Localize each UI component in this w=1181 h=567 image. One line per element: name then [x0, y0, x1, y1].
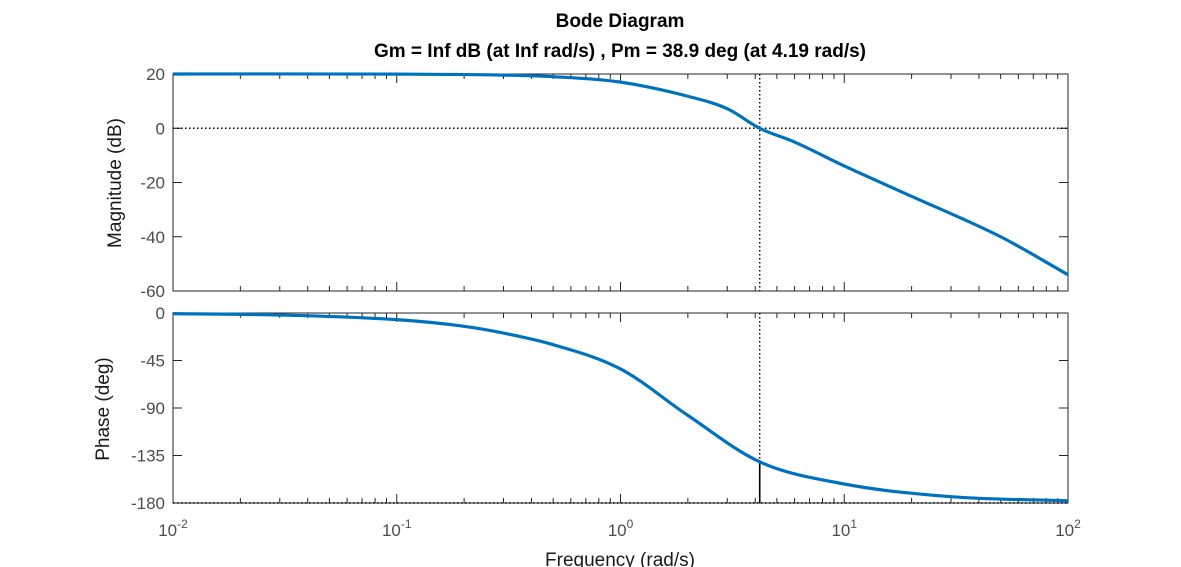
- magnitude-data-point: [911, 196, 912, 197]
- phase-data-point: [687, 415, 688, 416]
- phase-data-point: [553, 344, 554, 345]
- magnitude-panel: 20 0 -20 -40 -60: [140, 65, 1069, 301]
- x-tick-label: 102: [1055, 517, 1081, 540]
- phase-y-tick-label: -45: [140, 352, 165, 371]
- x-tick-label-exponent: -1: [401, 517, 412, 531]
- magnitude-data-point: [503, 74, 504, 75]
- magnitude-data-point: [727, 108, 728, 109]
- phase-y-axis-label: Phase (deg): [93, 357, 114, 461]
- magnitude-y-tick-label: 0: [156, 119, 165, 138]
- phase-data-point: [279, 314, 280, 315]
- x-axis-label: Frequency (rad/s): [545, 550, 695, 567]
- phase-y-tick-label: -180: [131, 494, 165, 513]
- phase-axes-box: [172, 312, 1069, 504]
- magnitude-data-point: [844, 165, 845, 166]
- x-tick-label-base: 10: [1055, 521, 1074, 540]
- x-tick-label-base: 10: [158, 521, 177, 540]
- x-tick-label: 101: [831, 517, 857, 540]
- chart-subtitle: Gm = Inf dB (at Inf rad/s) , Pm = 38.9 d…: [374, 41, 866, 62]
- phase-series-line: [172, 312, 1069, 503]
- magnitude-y-tick-label: -20: [140, 174, 165, 193]
- phase-y-tick-label: 0: [156, 304, 165, 323]
- x-tick-label: 10-2: [158, 517, 188, 540]
- magnitude-y-tick-label: -60: [140, 282, 165, 301]
- phase-data-point: [396, 319, 397, 320]
- phase-data-point: [620, 368, 621, 369]
- magnitude-axes-box: [172, 73, 1069, 292]
- phase-data-point: [950, 496, 951, 497]
- x-tick-label-exponent: 2: [1074, 517, 1081, 531]
- magnitude-data-point: [620, 82, 621, 83]
- magnitude-y-tick-label: 20: [146, 65, 165, 84]
- magnitude-data-point: [1067, 274, 1068, 275]
- magnitude-data-point: [172, 73, 173, 74]
- phase-data-point: [1067, 500, 1068, 501]
- phase-data-point: [503, 332, 504, 333]
- phase-data-point: [759, 461, 760, 462]
- x-tick-label-base: 10: [382, 521, 401, 540]
- x-tick-label: 10-1: [382, 517, 412, 540]
- magnitude-data-point: [1000, 236, 1001, 237]
- x-tick-label-exponent: 1: [850, 517, 857, 531]
- magnitude-data-point: [759, 128, 760, 129]
- x-tick-label-base: 10: [608, 521, 627, 540]
- phase-data-point: [172, 313, 173, 314]
- magnitude-y-axis-label: Magnitude (dB): [105, 118, 126, 248]
- x-tick-label: 100: [608, 517, 634, 540]
- phase-data-point: [844, 483, 845, 484]
- chart-title: Bode Diagram: [556, 11, 685, 32]
- magnitude-series-line: [172, 72, 1069, 277]
- x-tick-label-base: 10: [831, 521, 850, 540]
- magnitude-y-tick-label: -40: [140, 228, 165, 247]
- phase-y-tick-label: -90: [140, 399, 165, 418]
- x-tick-label-exponent: -2: [177, 517, 188, 531]
- magnitude-data-point: [396, 74, 397, 75]
- x-tick-label-exponent: 0: [627, 517, 634, 531]
- magnitude-data-point: [687, 96, 688, 97]
- magnitude-data-point: [794, 141, 795, 142]
- phase-data-point: [464, 326, 465, 327]
- phase-y-tick-label: -135: [131, 447, 165, 466]
- magnitude-data-point: [553, 76, 554, 77]
